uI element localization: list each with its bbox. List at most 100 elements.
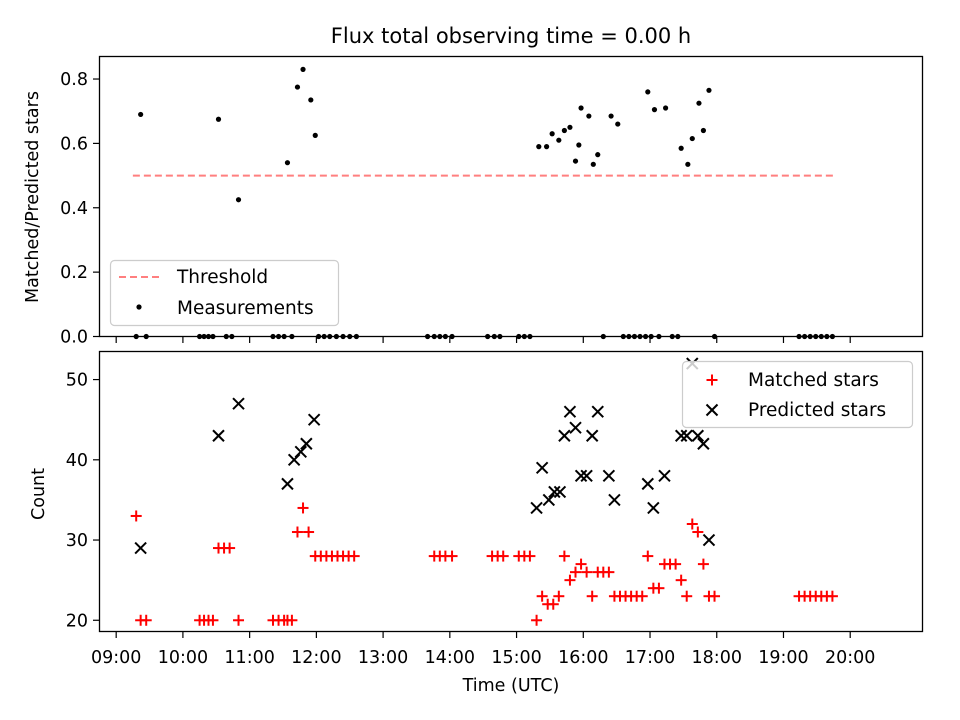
matched-stars-point xyxy=(697,558,709,570)
legend-label-matched: Matched stars xyxy=(748,370,879,391)
measurement-point xyxy=(572,158,579,164)
measurement-point xyxy=(662,105,669,111)
measurement-point xyxy=(549,131,555,137)
y-tick-label: 0.6 xyxy=(60,134,88,154)
measurement-point xyxy=(138,111,144,118)
y-tick-label: 40 xyxy=(66,451,88,471)
measurement-point xyxy=(536,144,542,150)
y-axis-label: Matched/Predicted stars xyxy=(23,91,43,303)
predicted-stars-point xyxy=(697,437,710,450)
predicted-stars-point xyxy=(281,477,294,491)
y-tick-label: 30 xyxy=(66,531,88,551)
matched-stars-point xyxy=(446,550,458,562)
matched-stars-point xyxy=(558,550,570,562)
matched-stars-point xyxy=(636,590,648,602)
x-tick-label: 18:00 xyxy=(692,648,742,668)
legend-box xyxy=(109,259,340,327)
measurement-point xyxy=(556,137,562,143)
predicted-stars-point xyxy=(542,493,556,507)
matched-stars-point xyxy=(536,590,548,602)
y-axis-ticks: 20 30 40 50 xyxy=(66,371,100,631)
matched-stars-point xyxy=(297,502,309,514)
x-tick-label: 16:00 xyxy=(558,648,608,668)
predicted-stars-point xyxy=(530,501,543,515)
predicted-stars-point xyxy=(574,469,588,483)
y-axis-ticks: 0.0 0.2 0.4 0.6 0.8 xyxy=(60,70,100,348)
matched-stars-point xyxy=(233,614,245,626)
matched-stars-point xyxy=(130,510,142,522)
x-tick-label: 19:00 xyxy=(758,648,808,668)
predicted-stars-point xyxy=(608,493,621,507)
matched-stars-point xyxy=(603,566,615,578)
measurement-point xyxy=(567,124,573,130)
measurement-point xyxy=(685,161,691,167)
x-tick-label: 14:00 xyxy=(425,648,475,668)
legend: Threshold Measurements xyxy=(109,259,340,327)
matched-stars-point xyxy=(286,614,298,626)
y-axis-label: Count xyxy=(29,468,49,520)
matched-stars-point xyxy=(686,518,698,530)
predicted-stars-point xyxy=(558,429,571,442)
matched-stars-point xyxy=(642,550,654,562)
x-tick-label: 09:00 xyxy=(91,648,141,668)
measurement-point xyxy=(645,89,651,95)
matched-stars-point xyxy=(581,566,593,578)
x-tick-label: 15:00 xyxy=(491,648,541,668)
plot-frame xyxy=(98,55,924,338)
predicted-stars-point xyxy=(569,421,582,434)
predicted-stars-point xyxy=(553,485,567,499)
matched-stars-point xyxy=(575,558,587,570)
predicted-stars-point xyxy=(535,461,549,475)
y-tick-label: 0.4 xyxy=(60,199,88,219)
matched-stars-point xyxy=(692,526,704,538)
legend-label-predicted: Predicted stars xyxy=(748,400,886,421)
matched-stars-point xyxy=(291,526,303,538)
measurement-point xyxy=(615,121,621,127)
measurement-point xyxy=(312,132,318,138)
plot-frame xyxy=(98,350,924,633)
matched-stars-point xyxy=(709,590,721,602)
measurement-point xyxy=(706,87,712,93)
x-tick-label: 17:00 xyxy=(625,648,675,668)
measurement-point xyxy=(608,113,614,119)
chart-title: Flux total observing time = 0.00 h xyxy=(331,24,691,48)
y-tick-label: 0.8 xyxy=(60,70,88,90)
legend-measurements-swatch xyxy=(136,304,142,310)
predicted-stars-point xyxy=(585,429,599,442)
legend-label-threshold: Threshold xyxy=(176,267,268,288)
measurement-point xyxy=(561,127,567,134)
y-tick-label: 50 xyxy=(66,371,88,391)
predicted-stars-point xyxy=(658,469,671,483)
predicted-stars-point xyxy=(680,429,693,442)
measurement-point xyxy=(689,135,695,142)
measurement-point xyxy=(586,113,592,119)
predicted-stars-point xyxy=(548,485,561,499)
matched-stars-point xyxy=(348,550,360,562)
x-axis-ticks: 09:00 10:00 11:00 12:00 13:00 14:00 15:00 16:00… xyxy=(91,631,875,668)
predicted-stars-point xyxy=(702,533,716,547)
x-tick-label: 20:00 xyxy=(825,648,875,668)
matched-stars-point xyxy=(670,558,682,570)
matched-stars-point xyxy=(497,550,509,562)
measurement-point xyxy=(294,84,301,90)
legend-predicted-swatch xyxy=(705,403,719,417)
matched-stars-point xyxy=(524,550,536,562)
x-axis-label: Time (UTC) xyxy=(462,676,560,696)
matched-stars-point xyxy=(224,542,236,554)
legend: Matched stars Predicted stars xyxy=(681,360,914,429)
matched-stars-point xyxy=(681,590,693,602)
matched-stars-point xyxy=(826,590,838,602)
legend-matched-swatch xyxy=(706,374,718,386)
predicted-stars-point xyxy=(602,469,616,483)
measurement-point xyxy=(300,66,306,72)
measurement-point xyxy=(235,197,242,203)
predicted-stars-point xyxy=(674,429,688,442)
y-tick-label: 0.0 xyxy=(60,328,88,348)
legend-box xyxy=(681,360,914,429)
measurement-point xyxy=(215,116,222,122)
matched-stars-point xyxy=(531,614,543,626)
predicted-stars-point xyxy=(134,541,147,555)
predicted-stars-point xyxy=(691,429,705,442)
matched-stars-point xyxy=(207,614,219,626)
